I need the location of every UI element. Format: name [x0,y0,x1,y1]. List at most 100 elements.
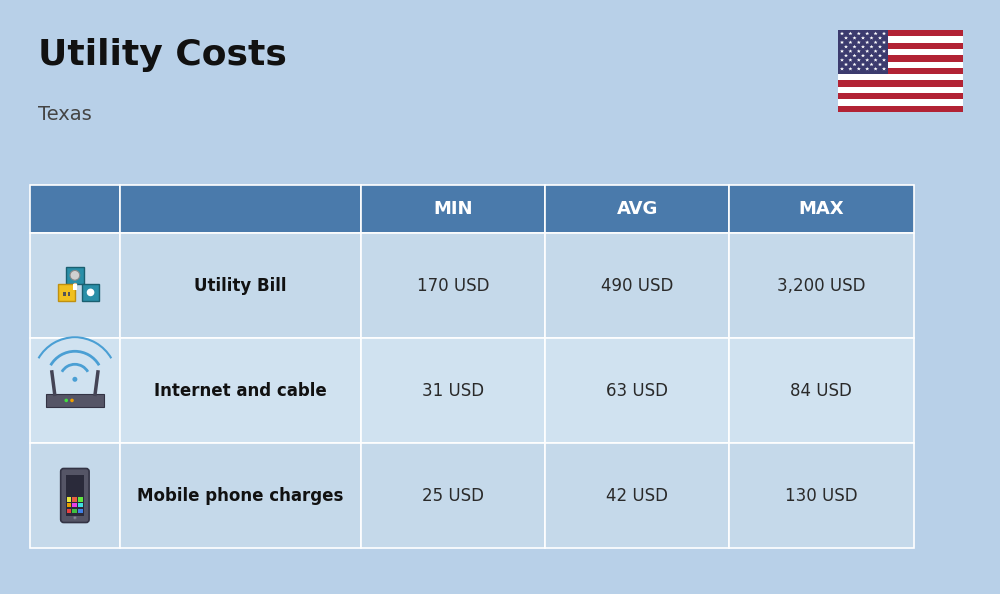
Polygon shape [878,54,882,57]
Bar [361,338,545,443]
Text: 84 USD: 84 USD [790,381,852,400]
Polygon shape [865,67,869,71]
Bar [545,338,729,443]
Polygon shape [870,62,874,66]
Bar [67,503,71,507]
Bar [545,443,729,548]
Polygon shape [882,31,886,35]
Bar [838,30,888,74]
Bar [361,185,545,233]
Polygon shape [844,54,848,57]
Text: Texas: Texas [38,105,92,124]
Bar [361,443,545,548]
Bar [838,106,963,112]
Polygon shape [861,45,865,48]
Polygon shape [848,31,852,35]
Bar [729,443,914,548]
Bar [120,443,361,548]
Bar [838,80,963,87]
Bar [66,475,84,516]
Polygon shape [840,40,844,44]
Polygon shape [857,40,861,44]
Text: Utility Costs: Utility Costs [38,38,287,72]
Circle shape [64,399,68,402]
Bar [66,267,84,284]
Polygon shape [853,54,857,57]
Polygon shape [848,49,852,53]
Polygon shape [882,40,886,44]
Polygon shape [870,45,874,48]
Polygon shape [878,62,882,66]
Polygon shape [840,67,844,71]
Polygon shape [848,58,852,62]
Bar [72,508,77,513]
Polygon shape [874,58,878,62]
Polygon shape [853,36,857,40]
Polygon shape [848,40,852,44]
Polygon shape [857,31,861,35]
Bar [729,338,914,443]
Text: Mobile phone charges: Mobile phone charges [137,486,343,504]
Polygon shape [861,62,865,66]
Text: Utility Bill: Utility Bill [194,276,287,295]
Polygon shape [844,36,848,40]
Bar [838,55,963,62]
Text: 170 USD: 170 USD [417,276,489,295]
FancyBboxPatch shape [61,469,89,523]
Bar [58,284,75,301]
Text: 490 USD: 490 USD [601,276,673,295]
Circle shape [70,399,74,402]
Polygon shape [874,40,878,44]
Text: 31 USD: 31 USD [422,381,484,400]
Polygon shape [874,31,878,35]
Polygon shape [870,54,874,57]
Bar [72,503,77,507]
Circle shape [73,516,76,519]
Bar [67,508,71,513]
Polygon shape [865,31,869,35]
Polygon shape [870,36,874,40]
Bar [545,185,729,233]
Polygon shape [865,49,869,53]
Polygon shape [882,49,886,53]
Polygon shape [865,58,869,62]
Polygon shape [865,40,869,44]
Polygon shape [861,54,865,57]
Bar [361,233,545,338]
Text: MAX: MAX [799,200,844,218]
Bar [838,43,963,49]
Bar [120,338,361,443]
Polygon shape [848,67,852,71]
Bar [82,284,99,301]
Text: 3,200 USD: 3,200 USD [777,276,866,295]
Bar [545,233,729,338]
Text: 42 USD: 42 USD [606,486,668,504]
Polygon shape [853,45,857,48]
Polygon shape [882,67,886,71]
Polygon shape [844,62,848,66]
Polygon shape [844,45,848,48]
Polygon shape [878,36,882,40]
Polygon shape [857,67,861,71]
Circle shape [72,377,77,382]
Polygon shape [840,58,844,62]
Polygon shape [882,58,886,62]
Text: 130 USD: 130 USD [785,486,858,504]
Polygon shape [874,49,878,53]
Bar [120,233,361,338]
Bar [78,497,83,501]
Circle shape [70,270,80,280]
Text: MIN: MIN [433,200,473,218]
Bar [729,185,914,233]
Bar [30,443,120,548]
Text: 63 USD: 63 USD [606,381,668,400]
Text: Internet and cable: Internet and cable [154,381,327,400]
Polygon shape [853,62,857,66]
Polygon shape [857,58,861,62]
Text: AVG: AVG [616,200,658,218]
Bar [838,30,963,36]
Bar [67,497,71,501]
Text: 25 USD: 25 USD [422,486,484,504]
Bar [78,503,83,507]
Polygon shape [861,36,865,40]
